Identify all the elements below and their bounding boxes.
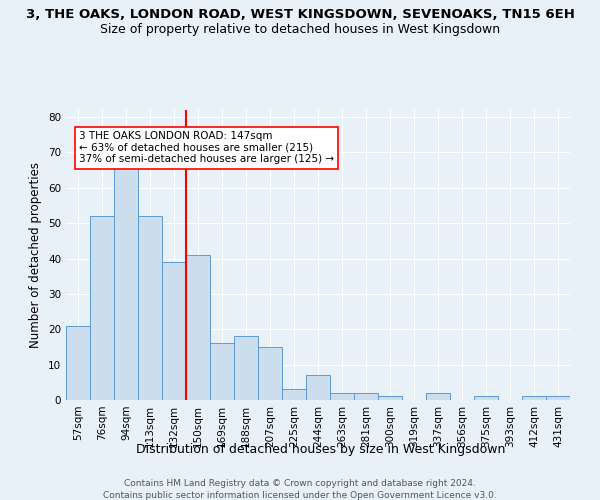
- Bar: [522, 396, 546, 400]
- Text: Contains HM Land Registry data © Crown copyright and database right 2024.: Contains HM Land Registry data © Crown c…: [124, 479, 476, 488]
- Text: 3 THE OAKS LONDON ROAD: 147sqm
← 63% of detached houses are smaller (215)
37% of: 3 THE OAKS LONDON ROAD: 147sqm ← 63% of …: [79, 131, 334, 164]
- Bar: [378, 396, 402, 400]
- Y-axis label: Number of detached properties: Number of detached properties: [29, 162, 43, 348]
- Bar: [210, 344, 234, 400]
- Text: Distribution of detached houses by size in West Kingsdown: Distribution of detached houses by size …: [136, 442, 506, 456]
- Bar: [330, 393, 354, 400]
- Bar: [282, 390, 306, 400]
- Bar: [162, 262, 186, 400]
- Bar: [306, 375, 330, 400]
- Bar: [66, 326, 90, 400]
- Text: Contains public sector information licensed under the Open Government Licence v3: Contains public sector information licen…: [103, 491, 497, 500]
- Bar: [138, 216, 162, 400]
- Bar: [426, 393, 450, 400]
- Bar: [474, 396, 498, 400]
- Bar: [258, 347, 282, 400]
- Bar: [90, 216, 114, 400]
- Text: 3, THE OAKS, LONDON ROAD, WEST KINGSDOWN, SEVENOAKS, TN15 6EH: 3, THE OAKS, LONDON ROAD, WEST KINGSDOWN…: [26, 8, 574, 20]
- Bar: [186, 255, 210, 400]
- Bar: [234, 336, 258, 400]
- Bar: [354, 393, 378, 400]
- Text: Size of property relative to detached houses in West Kingsdown: Size of property relative to detached ho…: [100, 22, 500, 36]
- Bar: [114, 160, 138, 400]
- Bar: [546, 396, 570, 400]
